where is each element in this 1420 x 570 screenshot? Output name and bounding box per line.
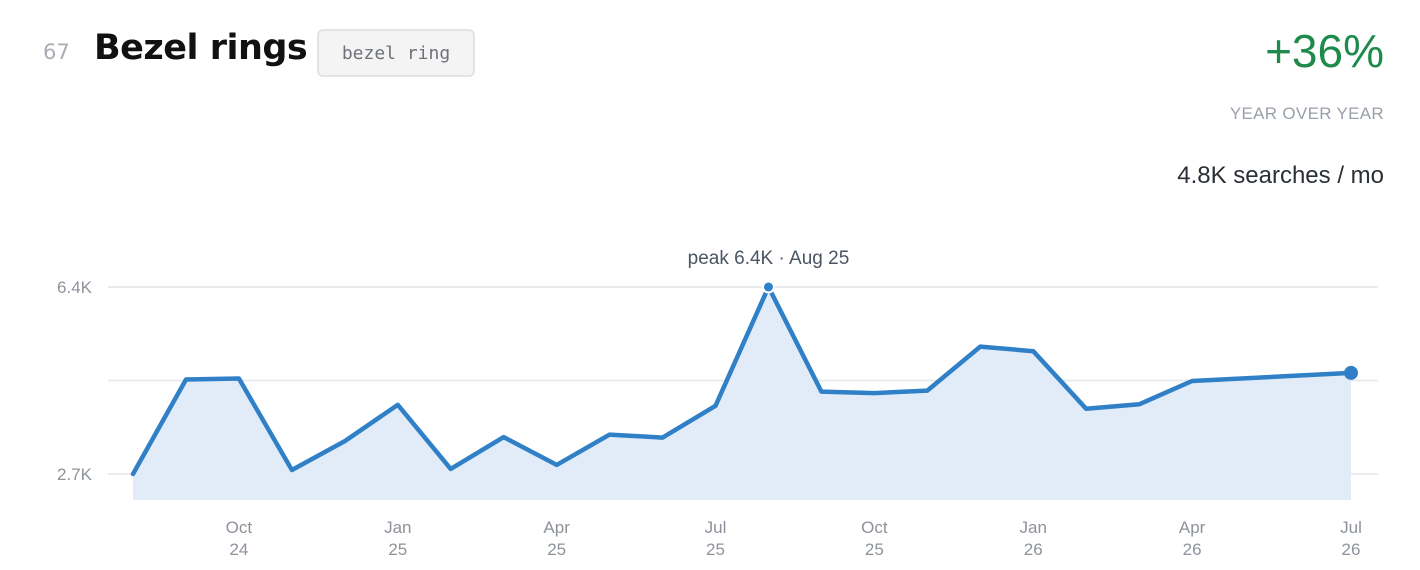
search-volume: 4.8K searches / mo [1177,162,1384,189]
x-tick-year: 24 [229,540,248,559]
rank-number: 67 [43,40,70,64]
x-tick-month: Apr [1179,518,1206,537]
peak-point [761,280,775,294]
x-tick-month: Jul [705,518,727,537]
data-points [761,280,1358,380]
y-tick-label: 6.4K [57,278,93,297]
x-tick-month: Oct [226,518,253,537]
y-axis-ticks: 2.7K 6.4K [57,278,93,484]
y-tick-label: 2.7K [57,465,93,484]
yoy-label: YEAR OVER YEAR [1229,104,1384,123]
trend-line [130,284,1354,477]
x-tick-month: Jan [384,518,411,537]
x-tick-month: Apr [543,518,570,537]
x-tick-month: Oct [861,518,888,537]
x-tick-year: 25 [865,540,884,559]
x-tick-year: 26 [1024,540,1043,559]
latest-point [1344,365,1358,380]
x-tick-year: 26 [1342,540,1361,559]
x-axis-ticks: Oct 24 Jan 25 Apr 25 Jul 25 Oct 25 Jan 26 Apr 26 Jul 26 [226,518,1362,559]
keyword-tag[interactable]: bezel ring [317,29,475,77]
x-tick-year: 26 [1183,540,1202,559]
x-tick-year: 25 [547,540,566,559]
x-tick-year: 25 [388,540,407,559]
trend-area [133,287,1351,500]
x-tick-month: Jul [1340,518,1362,537]
yoy-change: +36% [1265,25,1384,77]
x-tick-year: 25 [706,540,725,559]
x-tick-month: Jan [1020,518,1047,537]
peak-annotation: peak 6.4K · Aug 25 [688,248,850,269]
page-title: Bezel rings [94,28,308,68]
